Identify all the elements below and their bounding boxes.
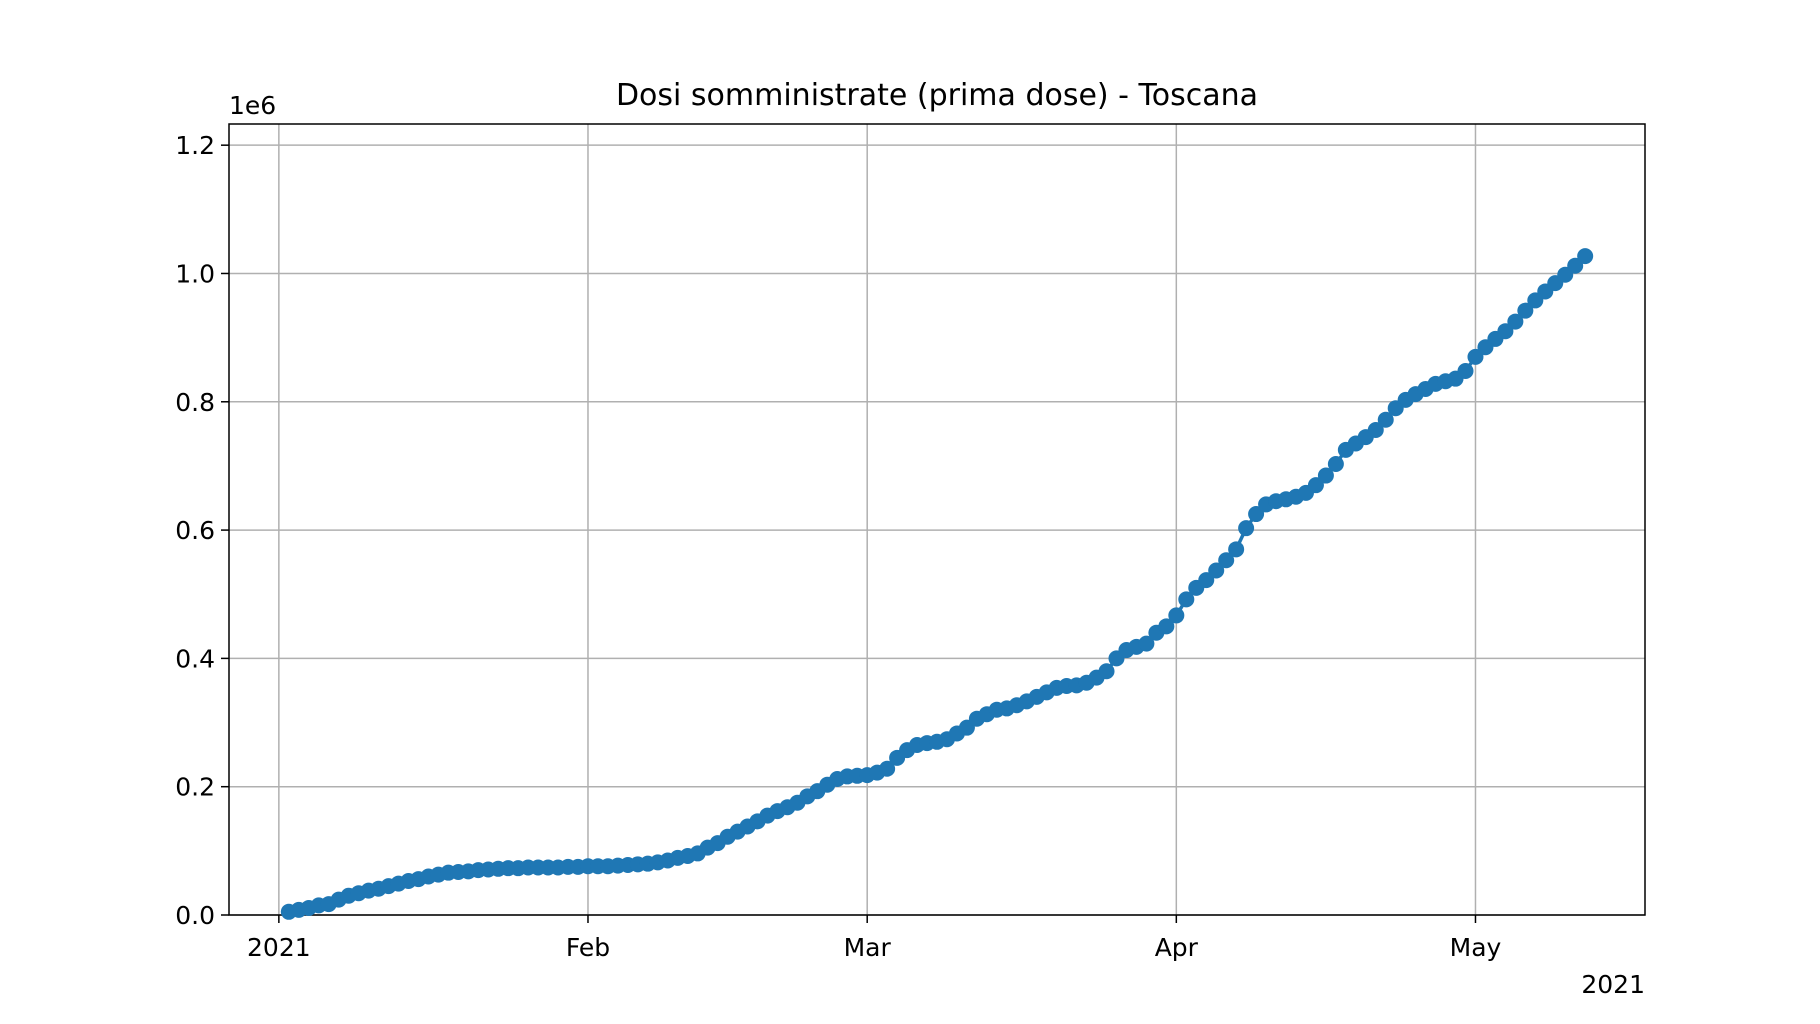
y-tick-label: 0.4 [175,644,215,673]
point [1248,506,1265,523]
point [879,760,896,777]
point [1098,663,1115,680]
y-tick-label: 1.2 [175,131,215,160]
point [1497,323,1514,340]
y-offset-label: 1e6 [229,91,276,120]
point [1577,248,1594,265]
point [1327,456,1344,473]
x-offset-label: 2021 [1581,970,1645,999]
y-tick-label: 0.2 [175,773,215,802]
y-tick-label: 0.0 [175,901,215,930]
x-tick-label: Feb [566,933,610,962]
x-tick-label: Apr [1155,933,1199,962]
point [1457,362,1474,379]
x-tick-label: May [1450,933,1502,962]
point [1228,541,1245,558]
point [1367,422,1384,439]
point [1158,618,1175,635]
point [1138,635,1155,652]
point [1208,562,1225,579]
point [1238,520,1255,537]
point [1467,348,1484,365]
point [1377,411,1394,428]
point [1218,552,1235,569]
point [1168,607,1185,624]
point [1567,257,1584,274]
chart-title: Dosi somministrate (prima dose) - Toscan… [616,78,1258,113]
point [1317,467,1334,484]
point [1517,302,1534,319]
y-tick-label: 0.6 [175,516,215,545]
point [1178,591,1195,608]
y-tick-label: 1.0 [175,259,215,288]
series-line [288,254,1587,914]
point [1307,477,1324,494]
x-tick-label: 2021 [247,933,311,962]
point [1198,572,1215,589]
point [1507,313,1524,330]
plot-frame [228,123,1646,916]
x-tick-label: Mar [844,933,892,962]
y-tick-label: 0.8 [175,388,215,417]
